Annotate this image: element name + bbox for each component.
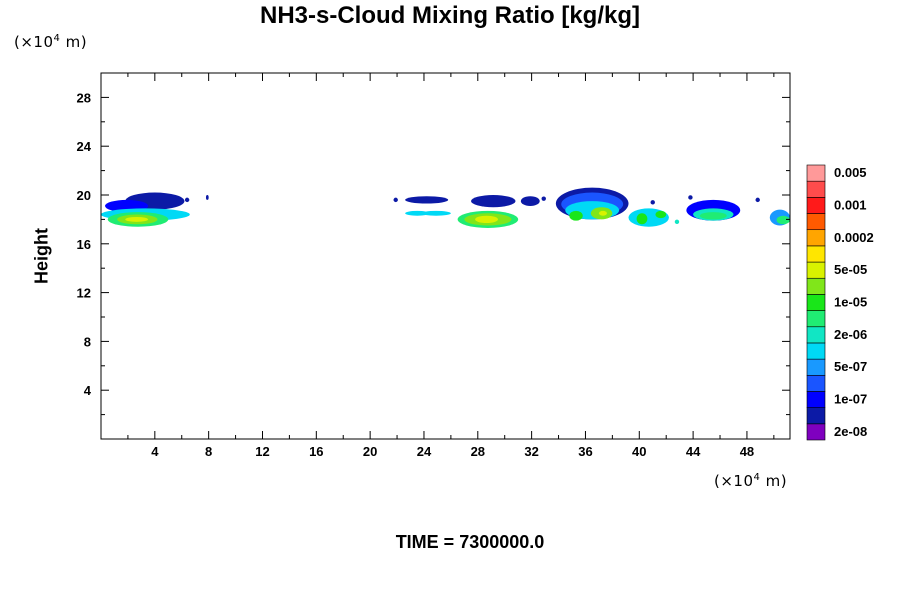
x-tick-label-10: 44 — [686, 444, 701, 459]
y-tick-label-1: 8 — [84, 334, 91, 349]
contour-region-26 — [699, 212, 727, 220]
x-unit-prefix: (×10 — [714, 472, 754, 490]
x-tick-label-0: 4 — [151, 444, 159, 459]
colorbar: 2e-08 1e-07 5e-07 2e-06 1e-05 5e-05 0.0002 0.00… — [806, 164, 874, 441]
x-tick-label-7: 32 — [524, 444, 538, 459]
contour-region-6 — [205, 195, 209, 200]
colorbar-label-6: 0.0002 — [834, 230, 874, 245]
x-tick-label-2: 12 — [255, 444, 269, 459]
contour-speck-2 — [674, 219, 680, 225]
colorbar-label-2: 5e-07 — [834, 359, 867, 374]
colorbar-label-1: 1e-07 — [834, 392, 867, 407]
contour-region-18 — [569, 210, 583, 221]
colorbar-swatch-9 — [806, 277, 826, 295]
cloud-field — [101, 187, 790, 228]
contour-region-14 — [475, 215, 498, 224]
colorbar-swatch-10 — [806, 261, 826, 279]
colorbar-swatch-13 — [806, 213, 826, 231]
contour-region-20 — [598, 210, 607, 216]
contour-speck-4 — [755, 197, 760, 203]
x-tick-label-1: 8 — [205, 444, 212, 459]
colorbar-label-8: 0.005 — [834, 165, 867, 180]
contour-region-9 — [405, 196, 449, 204]
plot-frame — [100, 72, 791, 440]
colorbar-swatch-3 — [806, 374, 826, 392]
contour-speck-1 — [650, 200, 655, 205]
x-tick-label-11: 48 — [740, 444, 754, 459]
x-tick-label-4: 20 — [363, 444, 377, 459]
contour-region-10 — [471, 195, 516, 208]
y-tick-label-2: 12 — [77, 286, 91, 301]
contour-region-28 — [776, 215, 790, 225]
y-tick-label-4: 20 — [77, 188, 91, 203]
y-unit-prefix: (×10 — [14, 33, 54, 51]
x-axis-unit: (×104 m) — [714, 472, 787, 490]
x-tick-label-6: 28 — [471, 444, 485, 459]
x-tick-label-9: 40 — [632, 444, 646, 459]
colorbar-label-4: 1e-05 — [834, 295, 867, 310]
x-tick-label-5: 24 — [417, 444, 432, 459]
contour-speck-6 — [393, 197, 398, 203]
colorbar-swatch-16 — [806, 164, 826, 182]
colorbar-label-7: 0.001 — [834, 197, 867, 212]
x-unit-suffix: m) — [760, 472, 788, 490]
contour-region-11 — [520, 196, 540, 206]
colorbar-swatch-14 — [806, 197, 826, 214]
contour-region-8 — [421, 210, 451, 216]
colorbar-swatch-1 — [806, 407, 826, 425]
y-unit-exponent: 4 — [53, 33, 61, 44]
colorbar-swatch-7 — [806, 310, 826, 328]
colorbar-swatch-11 — [806, 245, 826, 263]
contour-speck-5 — [541, 196, 546, 201]
y-tick-label-6: 28 — [77, 90, 91, 105]
y-unit-suffix: m) — [60, 33, 88, 51]
colorbar-swatch-4 — [806, 358, 826, 376]
contour-region-23 — [655, 210, 667, 219]
colorbar-swatch-8 — [806, 294, 826, 311]
y-tick-label-5: 24 — [77, 139, 92, 154]
contour-region-5 — [125, 216, 149, 222]
contour-speck-0 — [184, 197, 190, 203]
y-tick-label-3: 16 — [77, 237, 91, 252]
colorbar-label-0: 2e-08 — [834, 424, 867, 439]
x-tick-label-8: 36 — [578, 444, 592, 459]
y-axis-unit: (×104 m) — [14, 33, 87, 51]
colorbar-swatch-5 — [806, 342, 826, 360]
chart-title: NH3-s-Cloud Mixing Ratio [kg/kg] — [260, 2, 640, 29]
colorbar-label-5: 5e-05 — [834, 262, 867, 277]
colorbar-swatch-12 — [806, 229, 826, 247]
y-tick-label-0: 4 — [84, 383, 92, 398]
contour-speck-3 — [688, 195, 693, 200]
x-tick-label-3: 16 — [309, 444, 323, 459]
colorbar-swatch-0 — [806, 423, 826, 441]
colorbar-label-3: 2e-06 — [834, 327, 867, 342]
x-unit-exponent: 4 — [753, 472, 761, 483]
contour-region-22 — [636, 213, 648, 225]
colorbar-swatch-15 — [806, 180, 826, 198]
colorbar-swatch-2 — [806, 391, 826, 408]
time-label: TIME = 7300000.0 — [395, 532, 545, 552]
colorbar-swatch-6 — [806, 326, 826, 344]
